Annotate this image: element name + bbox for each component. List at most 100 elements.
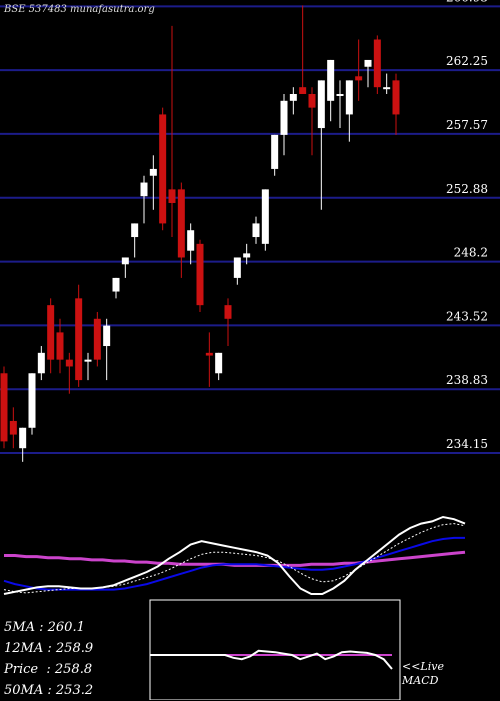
stat-50ma: 50MA : 253.2 — [4, 683, 94, 698]
candle-body — [37, 352, 45, 374]
candle-body — [317, 80, 325, 129]
candle — [271, 134, 279, 176]
candle-body — [261, 189, 269, 244]
candle — [261, 189, 269, 251]
live-macd-label: <<Live MACD — [402, 660, 444, 687]
candle-body — [84, 359, 92, 362]
candle-body — [243, 253, 251, 258]
candle-body — [299, 87, 307, 94]
candle — [0, 366, 8, 449]
candle-body — [131, 223, 139, 238]
candle — [84, 352, 92, 381]
candle-body — [392, 80, 400, 115]
candle — [233, 257, 241, 285]
candle-body — [336, 94, 344, 96]
candle — [187, 223, 195, 265]
candle — [392, 73, 400, 135]
ma-line-mid — [3, 536, 465, 591]
candlestick-series — [0, 5, 400, 462]
candle-body — [9, 420, 17, 435]
candle-body — [168, 189, 176, 203]
moving-average-stats: 5MA : 260.1 12MA : 258.9 Price : 258.8 5… — [4, 617, 93, 701]
candle-body — [65, 359, 73, 367]
candle-body — [103, 325, 111, 347]
price-tick-label: 257.57 — [446, 118, 488, 132]
candle-body — [140, 182, 148, 197]
candle — [243, 243, 251, 265]
candle — [37, 346, 45, 381]
candle — [93, 311, 101, 367]
candle-body — [19, 427, 27, 449]
candle-body — [215, 352, 223, 374]
candle-body — [252, 223, 260, 238]
candle — [308, 87, 316, 156]
candle-body — [271, 134, 279, 169]
candle — [112, 277, 120, 299]
candle — [177, 182, 185, 278]
candle-body — [0, 373, 8, 442]
candle — [168, 25, 176, 238]
candle-body — [308, 94, 316, 108]
candle-body — [355, 76, 363, 81]
candle-body — [205, 352, 213, 356]
candle — [159, 107, 167, 231]
candle-body — [327, 59, 335, 101]
candle — [65, 352, 73, 394]
stat-price: Price : 258.8 — [4, 662, 93, 677]
candle-body — [177, 189, 185, 258]
candle-body — [121, 257, 129, 265]
candle — [56, 318, 64, 374]
candle-body — [345, 80, 353, 115]
chart-source-label: BSE 537483 munafasutra.org — [4, 4, 155, 15]
candle-body — [280, 100, 288, 135]
candle-body — [75, 298, 83, 381]
candle — [252, 216, 260, 244]
candle — [280, 94, 288, 156]
price-grid — [0, 5, 500, 454]
price-tick-label: 262.25 — [446, 54, 488, 68]
candle-body — [233, 257, 241, 278]
candle — [131, 223, 139, 258]
candle — [75, 284, 83, 387]
candle — [47, 298, 55, 374]
candle-body — [112, 277, 120, 292]
ma-line-slow — [4, 550, 466, 567]
candle-body — [159, 114, 167, 224]
candle-body — [383, 87, 391, 90]
candle — [103, 318, 111, 381]
candle — [205, 332, 213, 387]
candle-body — [93, 318, 101, 360]
candle — [327, 59, 335, 122]
candle-body — [56, 332, 64, 360]
stat-5ma: 5MA : 260.1 — [4, 620, 85, 635]
candle-body — [224, 305, 232, 319]
candle — [9, 407, 17, 449]
price-tick-label: 238.83 — [446, 373, 488, 387]
candle-body — [289, 94, 297, 101]
candle — [373, 35, 381, 94]
candle-body — [364, 59, 372, 67]
price-tick-label: 248.2 — [454, 246, 488, 260]
ma-line-fast — [3, 515, 466, 595]
candle — [224, 298, 232, 347]
candle — [196, 239, 204, 312]
candle — [317, 80, 325, 210]
price-tick-label: 243.52 — [446, 309, 488, 323]
candle-body — [187, 230, 195, 251]
candle — [121, 257, 129, 278]
candle — [149, 155, 157, 210]
price-tick-label: 252.88 — [446, 182, 488, 196]
candle-body — [47, 305, 55, 360]
price-tick-label: 266.93 — [446, 0, 488, 4]
candle-body — [28, 373, 36, 428]
candle — [19, 427, 27, 462]
stat-12ma: 12MA : 258.9 — [4, 641, 94, 656]
candle-body — [149, 168, 157, 176]
candle-body — [373, 39, 381, 88]
candle — [345, 80, 353, 142]
candle — [28, 373, 36, 435]
macd-panel — [149, 599, 401, 700]
price-tick-label: 234.15 — [446, 437, 488, 451]
macd-line — [150, 649, 393, 670]
